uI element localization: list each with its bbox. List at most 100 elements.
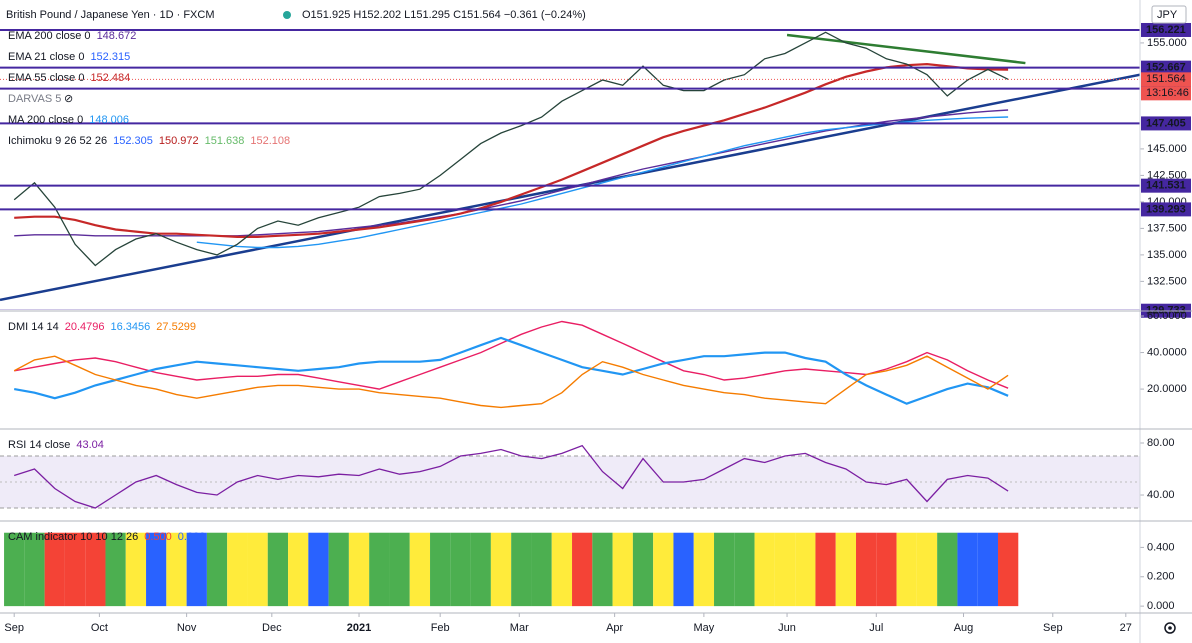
settings-icon[interactable] <box>1164 622 1176 634</box>
cam-bar <box>754 532 775 607</box>
cam-bar <box>430 532 451 607</box>
level-label: 141.531 <box>1146 180 1186 192</box>
legend-value: 148.672 <box>97 30 137 42</box>
level-label-box <box>1141 202 1191 217</box>
legend-row: MA 200 close 0 148.006 <box>8 114 129 126</box>
legend-row: EMA 200 close 0 148.672 <box>8 30 136 42</box>
cam-bar <box>815 532 836 607</box>
cam-bar <box>369 532 390 607</box>
legend-row: DMI 14 14 20.4796 16.3456 27.5299 <box>8 321 196 333</box>
level-label: 156.221 <box>1146 24 1186 36</box>
x-tick-label: Jun <box>778 622 796 634</box>
cam-bar <box>734 532 755 607</box>
level-label-box <box>1141 60 1191 75</box>
legend-value: 43.04 <box>76 439 104 451</box>
cam-bar <box>328 532 349 607</box>
x-tick-label: Jul <box>869 622 883 634</box>
legend-value: 152.305 <box>113 135 153 147</box>
currency: JPY <box>1157 9 1178 21</box>
y-tick-label: 60.0000 <box>1147 310 1187 322</box>
x-tick-label: May <box>693 622 714 634</box>
legend-row: Ichimoku 9 26 52 26 152.305 150.972 151.638… <box>8 135 290 147</box>
cam-bar <box>998 532 1019 607</box>
cam-bar <box>409 532 431 607</box>
legend-value: 0.500 <box>144 531 172 543</box>
legend-value: 0.000 <box>178 531 206 543</box>
legend-value: 27.5299 <box>156 321 196 333</box>
cam-bar <box>937 532 958 607</box>
line-series <box>14 62 1009 238</box>
pane <box>0 444 1140 509</box>
cam-bar <box>227 532 248 607</box>
y-tick-label: 137.500 <box>1147 222 1187 234</box>
visibility-icon: ⊘ <box>64 93 73 105</box>
cam-bar <box>653 532 674 607</box>
legend-name: DARVAS 5 <box>8 93 61 105</box>
x-tick-label: Feb <box>431 622 450 634</box>
cam-bar <box>531 532 552 607</box>
pane <box>0 28 1140 310</box>
legend-value: 150.972 <box>159 135 199 147</box>
y-tick-label: 0.400 <box>1147 541 1175 553</box>
legend-value: 152.315 <box>90 51 130 63</box>
level-label: 139.293 <box>1146 203 1186 215</box>
chart-title: British Pound / Japanese Yen · 1D · FXCM <box>6 9 215 21</box>
cam-bar <box>795 532 816 607</box>
settings-icon-dot <box>1168 626 1172 630</box>
legend-value: 152.108 <box>250 135 290 147</box>
cam-bar <box>308 532 329 607</box>
legend-row: EMA 55 close 0 152.484 <box>8 72 130 84</box>
cam-bar <box>977 532 999 607</box>
cam-bar <box>592 532 613 607</box>
cam-bar <box>957 532 978 607</box>
cam-bar <box>470 532 491 607</box>
cam-bar <box>206 532 228 607</box>
cam-bar <box>673 532 694 607</box>
cam-bar <box>612 532 633 607</box>
legend-value: 152.484 <box>90 72 130 84</box>
level-label-box <box>1141 22 1191 37</box>
line-series <box>196 116 1009 249</box>
y-tick-label: 20.0000 <box>1147 383 1187 395</box>
ohlc: O151.925 H152.202 L151.295 C151.564 −0.3… <box>302 9 586 21</box>
cam-bar <box>288 532 309 607</box>
cam-bar <box>4 532 25 607</box>
y-tick-label: 0.000 <box>1147 600 1175 612</box>
level-label: 152.667 <box>1146 62 1186 74</box>
y-tick-label: 155.000 <box>1147 37 1187 49</box>
y-tick-label: 0.200 <box>1147 571 1175 583</box>
cam-bar <box>916 532 938 607</box>
legend-row: DARVAS 5 <box>8 93 61 105</box>
cam-bar <box>166 532 187 607</box>
last-price-label: 151.564 <box>1146 73 1186 85</box>
cam-bar <box>146 532 167 607</box>
x-tick-label: 2021 <box>347 622 371 634</box>
level-label-box <box>1141 178 1191 193</box>
legend-name: EMA 21 close 0 <box>8 51 84 63</box>
cam-bar <box>450 532 471 607</box>
cam-bar <box>835 532 857 607</box>
pane <box>13 320 1009 409</box>
legend-name: CAM indicator 10 10 12 26 <box>8 531 138 543</box>
countdown-label: 13:16:46 <box>1146 87 1189 99</box>
legend-name: EMA 55 close 0 <box>8 72 84 84</box>
cam-bar <box>511 532 532 607</box>
x-tick-label: Mar <box>510 622 529 634</box>
cam-bar <box>186 532 207 607</box>
level-label: 147.405 <box>1146 117 1186 129</box>
cam-bar <box>714 532 735 607</box>
layer: 155.000145.000142.500140.000137.500135.0… <box>0 5 1191 634</box>
cam-bar <box>105 532 126 607</box>
y-tick-label: 145.000 <box>1147 143 1187 155</box>
pane <box>4 532 1019 607</box>
cam-bar <box>267 532 289 607</box>
cam-bar <box>125 532 147 607</box>
line-series <box>14 336 1009 405</box>
legend-name: EMA 200 close 0 <box>8 30 91 42</box>
line-series <box>13 31 1009 267</box>
legend-name: Ichimoku 9 26 52 26 <box>8 135 107 147</box>
currency-box <box>1151 5 1187 24</box>
legend-name: MA 200 close 0 <box>8 114 83 126</box>
legend-value: 151.638 <box>205 135 245 147</box>
x-tick-label: 27 <box>1120 622 1132 634</box>
